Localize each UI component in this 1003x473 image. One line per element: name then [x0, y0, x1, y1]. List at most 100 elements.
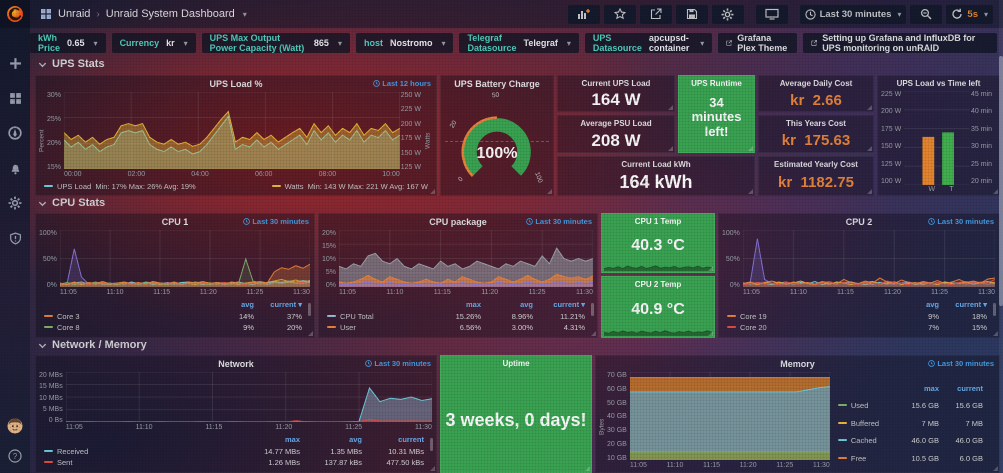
variable-telegraf-datasource[interactable]: Telegraf Datasource Telegraf ▾: [459, 33, 579, 53]
legend-scrollbar[interactable]: [591, 303, 594, 317]
legend-scrollbar[interactable]: [993, 303, 996, 317]
cpu1-chart[interactable]: [59, 230, 310, 288]
variable-value: 865: [313, 38, 329, 48]
panel-time-range[interactable]: Last 30 minutes: [365, 359, 431, 368]
refresh-interval-label[interactable]: 5s: [967, 8, 978, 20]
panel-title[interactable]: UPS Load %: [209, 79, 263, 89]
panel-title[interactable]: Average PSU Load: [580, 119, 652, 128]
network-chart[interactable]: [65, 372, 432, 423]
breadcrumb[interactable]: Unraid › Unraid System Dashboard ▾: [40, 8, 247, 20]
load-vs-time-bars[interactable]: [904, 91, 970, 185]
panel-title[interactable]: UPS Battery Charge: [454, 79, 540, 89]
variable-value: 0.65: [67, 38, 85, 48]
y-axis-left: 100% 50% 0%: [39, 230, 57, 290]
panel-title[interactable]: CPU 1: [161, 217, 189, 227]
explore-compass-icon[interactable]: [6, 124, 24, 142]
link-ups-monitoring-guide[interactable]: Setting up Grafana and InfluxDB for UPS …: [803, 33, 997, 53]
refresh-button[interactable]: 5s ▾: [946, 4, 993, 24]
variable-host[interactable]: host Nostromo ▾: [355, 33, 454, 53]
dashboards-icon[interactable]: [6, 89, 24, 107]
row-header-network-memory[interactable]: Network / Memory: [38, 339, 147, 351]
panel-uptime: Uptime 3 weeks, 0 days!: [440, 355, 592, 473]
clock-icon: [373, 80, 381, 87]
temp-sparkline: [604, 259, 712, 271]
panel-title[interactable]: Average Daily Cost: [779, 79, 853, 88]
panel-cpu2: CPU 2 Last 30 minutes 100% 50% 0% 11:05 11:…: [718, 213, 1000, 338]
breadcrumb-page[interactable]: Unraid System Dashboard: [105, 8, 235, 20]
cpu2-chart[interactable]: [742, 230, 995, 288]
share-button[interactable]: [639, 4, 672, 24]
panel-time-range[interactable]: Last 30 minutes: [928, 359, 994, 368]
panel-title[interactable]: Uptime: [502, 359, 530, 368]
dashboard-grid-icon: [41, 9, 51, 19]
y-axis-left: 20 MBs 15 MBs 10 MBs 5 MBs 0 Bs: [39, 372, 63, 425]
dashboard-links: Grafana Plex Theme Setting up Grafana an…: [718, 33, 997, 53]
panel-title[interactable]: Estimated Yearly Cost: [774, 160, 858, 169]
x-axis: 11:05 11:10 11:15 11:20 11:25 11:30: [742, 289, 995, 297]
row-header-ups-stats[interactable]: UPS Stats: [38, 58, 105, 70]
panel-time-range[interactable]: Last 30 minutes: [526, 217, 592, 226]
panel-title[interactable]: UPS Runtime: [691, 79, 742, 88]
memory-chart[interactable]: [629, 372, 830, 460]
chart-legend[interactable]: max avg current ▾ CPU Total 15.26% 8.96% 11.21…: [319, 299, 597, 337]
star-button[interactable]: [603, 4, 636, 24]
panel-title[interactable]: CPU 2 Temp: [634, 280, 682, 289]
grafana-logo-icon[interactable]: [0, 0, 30, 28]
panel-title[interactable]: CPU 2: [845, 217, 873, 227]
panel-network: Network Last 30 minutes 20 MBs 15 MBs 10 M…: [35, 355, 437, 473]
cpu-package-chart[interactable]: [339, 230, 593, 288]
battery-gauge: 0 20 50 100 100%: [445, 90, 549, 193]
panel-title[interactable]: Memory: [780, 359, 815, 369]
legend-scrollbar[interactable]: [308, 303, 311, 317]
variable-ups-datasource[interactable]: UPS Datasource apcupsd-container ▾: [584, 33, 713, 53]
alerting-bell-icon[interactable]: [6, 159, 24, 177]
panel-title[interactable]: CPU package: [429, 217, 487, 227]
save-button[interactable]: [675, 4, 708, 24]
panel-title[interactable]: Current Load kWh: [621, 160, 691, 169]
panel-title[interactable]: Network: [218, 359, 254, 369]
panel-title[interactable]: This Years Cost: [786, 119, 846, 128]
chart-legend[interactable]: max avg current Received 14.77 MBs 1.35 MBs 10…: [36, 434, 436, 472]
page-scrollbar[interactable]: [999, 0, 1003, 473]
legend-ups-load[interactable]: UPS Load Min: 17% Max: 26% Avg: 19%: [44, 182, 196, 191]
configuration-gear-icon[interactable]: [6, 194, 24, 212]
row-header-cpu-stats[interactable]: CPU Stats: [38, 197, 105, 209]
chart-legend[interactable]: max current Used 15.6 GB 15.6 GB Buffered 7 MB…: [830, 372, 995, 472]
title-caret-icon[interactable]: ▾: [242, 9, 247, 19]
scrollbar-thumb[interactable]: [999, 56, 1003, 306]
panel-title[interactable]: Current UPS Load: [581, 79, 651, 88]
help-icon[interactable]: ?: [6, 447, 24, 465]
server-admin-shield-icon[interactable]: [6, 229, 24, 247]
legend-scrollbar[interactable]: [430, 438, 433, 452]
variable-currency[interactable]: Currency kr ▾: [111, 33, 196, 53]
chevron-down-icon: [38, 343, 47, 348]
variable-ups-max-capacity[interactable]: UPS Max Output Power Capacity (Watt) 865 ▾: [201, 33, 350, 53]
variable-kwh-price[interactable]: kWh Price 0.65 ▾: [30, 33, 106, 53]
legend-watts[interactable]: Watts Min: 143 W Max: 221 W Avg: 167 W: [271, 182, 428, 191]
y-axis-right: 45 min 40 min 35 min 30 min 25 min 20 min: [970, 91, 992, 185]
panel-time-range[interactable]: Last 30 minutes: [243, 217, 309, 226]
chevron-down-icon: [38, 62, 47, 67]
user-avatar[interactable]: [6, 417, 24, 435]
x-axis: 11:05 11:10 11:15 11:20 11:25 11:30: [629, 462, 830, 469]
panel-title[interactable]: UPS Load vs Time left: [896, 79, 981, 88]
zoom-out-button[interactable]: [910, 4, 943, 24]
stat-value: 3 weeks, 0 days!: [445, 410, 587, 430]
panel-time-range[interactable]: Last 12 hours: [373, 79, 431, 88]
chevron-down-icon: ▾: [93, 38, 98, 48]
panel-title[interactable]: CPU 1 Temp: [634, 217, 682, 226]
link-grafana-plex-theme[interactable]: Grafana Plex Theme: [718, 33, 798, 53]
chart-legend[interactable]: avg current ▾ Core 19 9% 18% Core 20 7% 15%: [719, 299, 999, 337]
panel-this-years-cost: This Years Cost kr 175.63: [758, 115, 874, 153]
tv-mode-button[interactable]: [755, 4, 788, 24]
breadcrumb-app[interactable]: Unraid: [58, 8, 91, 20]
add-panel-button[interactable]: [567, 4, 600, 24]
chart-legend[interactable]: avg current ▾ Core 3 14% 37% Core 8 9% 20%: [36, 299, 314, 337]
panel-time-range[interactable]: Last 30 minutes: [928, 217, 994, 226]
settings-gear-button[interactable]: [711, 4, 744, 24]
stat-value: kr 1182.75: [778, 174, 854, 191]
create-plus-icon[interactable]: [6, 54, 24, 72]
time-range-picker[interactable]: Last 30 minutes ▾: [799, 4, 907, 24]
ups-load-chart[interactable]: [64, 92, 400, 169]
